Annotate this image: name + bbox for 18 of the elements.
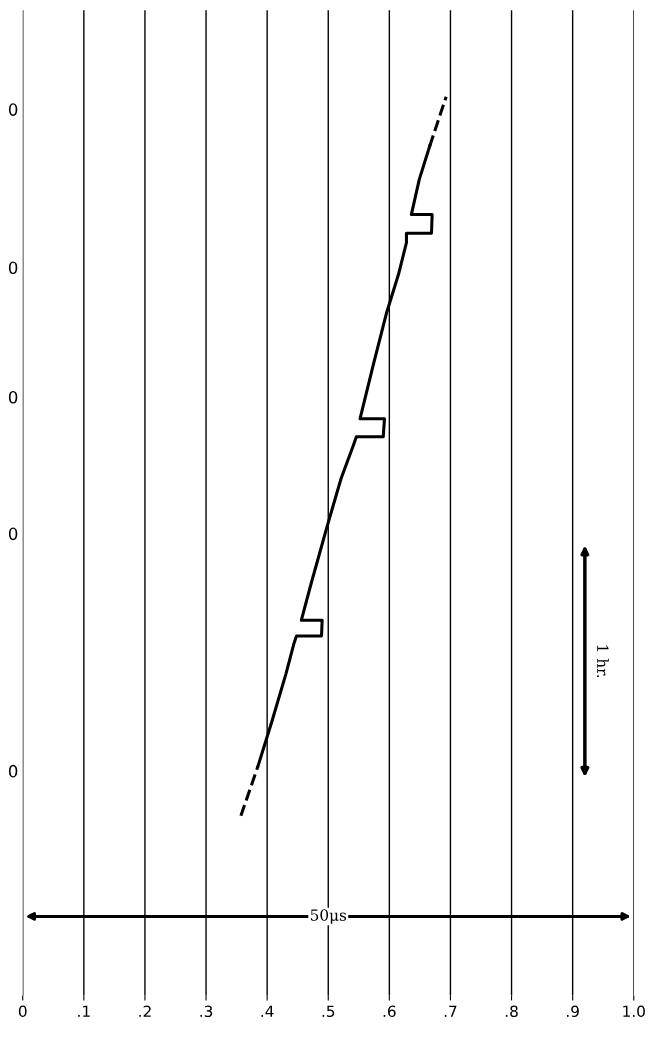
- text: 0: [8, 103, 18, 116]
- x-tick-label: .9: [566, 1005, 579, 1018]
- text: 0: [8, 390, 18, 404]
- x-tick-label: .1: [78, 1005, 90, 1017]
- text: 0: [8, 261, 18, 275]
- x-tick-label: .6: [383, 1005, 396, 1018]
- text: 0: [8, 764, 18, 778]
- x-tick-label: 0: [18, 1005, 27, 1018]
- x-tick-label: .8: [505, 1005, 518, 1018]
- x-tick-label: .7: [444, 1005, 457, 1017]
- x-tick-label: .4: [261, 1005, 274, 1017]
- x-tick-label: .2: [139, 1005, 151, 1017]
- text: 0: [8, 527, 18, 541]
- x-tick-label: .3: [200, 1005, 213, 1018]
- annotation: 1 hr.: [597, 645, 609, 678]
- x-tick-label: 1.0: [623, 1005, 645, 1018]
- x-tick-label: .5: [322, 1005, 335, 1018]
- text: 50μs: [310, 909, 347, 924]
